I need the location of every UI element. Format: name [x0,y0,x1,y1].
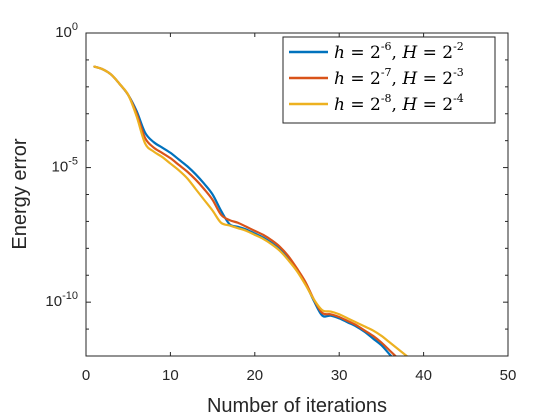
x-tick-label: 20 [246,367,263,384]
series-line-2 [93,65,398,356]
y-axis-label: Energy error [9,138,31,249]
x-axis-label: Number of iterations [207,395,387,417]
x-tick-label: 40 [415,367,432,384]
x-axis-ticks: 0 10 20 30 40 50 [82,33,517,384]
legend-h-exponent: -6 [381,40,392,53]
y-tick-exponent: -5 [68,156,78,168]
y-tick-exponent: 0 [72,21,78,33]
y-tick-label: 100 [55,21,78,41]
y-tick-exponent: -10 [62,290,78,302]
y-tick-label: 10-10 [45,290,78,310]
x-tick-label: 0 [82,367,90,384]
x-tick-label: 50 [500,367,517,384]
legend-h-exponent: -7 [381,66,392,79]
legend-H-exponent: -4 [453,92,464,105]
y-tick-base: 10 [55,24,72,41]
legend-entry-3: h = 2-8, H = 2-4 [334,92,464,115]
series-line-1 [93,65,393,356]
legend-H-exponent: -2 [453,40,464,53]
y-tick-base: 10 [45,293,62,310]
series-group [93,65,409,356]
y-tick-base: 10 [52,159,69,176]
legend: h = 2-6, H = 2-2 h = 2-7, H = 2-3 h = 2-8,… [282,36,496,124]
y-tick-label: 10-5 [52,156,78,176]
legend-entry-2: h = 2-7, H = 2-3 [334,66,464,89]
x-tick-label: 10 [162,367,179,384]
legend-h-exponent: -8 [381,92,392,105]
x-tick-label: 30 [331,367,348,384]
legend-H-exponent: -3 [453,66,464,79]
series-line-3 [93,65,409,356]
legend-entry-1: h = 2-6, H = 2-2 [334,40,464,63]
